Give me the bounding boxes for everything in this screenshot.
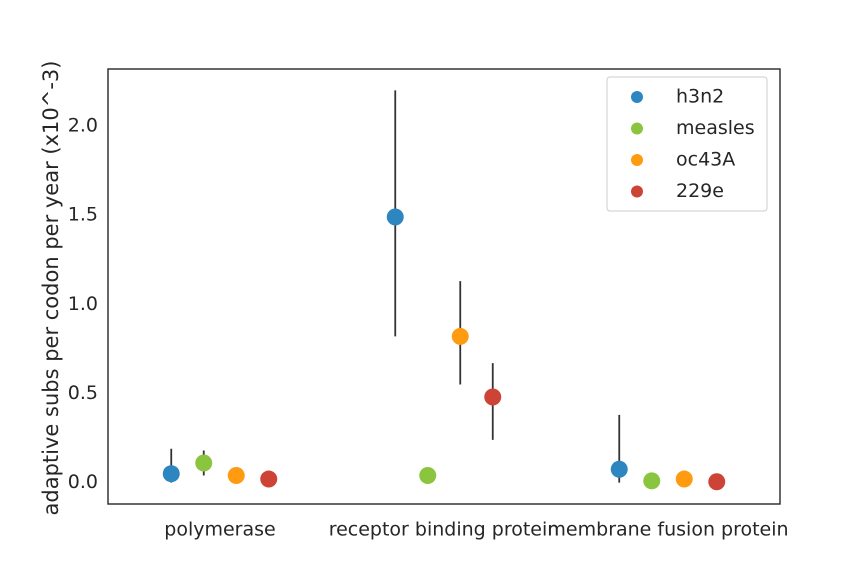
data-point — [484, 388, 502, 406]
legend-marker — [631, 185, 643, 198]
chart-marks — [162, 90, 726, 491]
data-point — [675, 470, 693, 488]
legend-marker — [631, 91, 643, 103]
x-tick-label: polymerase — [164, 519, 275, 541]
plot-frame — [107, 68, 781, 505]
data-point — [610, 460, 628, 478]
x-tick-label: receptor binding protein — [329, 519, 560, 541]
y-tick-label: 1.5 — [68, 204, 98, 226]
data-point — [451, 327, 469, 345]
legend: h3n2 measles oc43A 229e — [606, 76, 768, 212]
y-tick-label: 2.0 — [68, 115, 98, 137]
data-point — [708, 473, 726, 491]
legend-marker — [631, 122, 643, 135]
legend-label: measles — [676, 117, 755, 139]
legend-marker — [631, 154, 643, 166]
y-tick-label: 1.0 — [68, 293, 98, 315]
legend-label: h3n2 — [676, 86, 724, 108]
data-point — [227, 466, 245, 484]
data-point — [419, 466, 437, 484]
y-axis-ticks: 0.0 0.5 1.0 1.5 2.0 — [68, 115, 98, 494]
y-axis-label: adaptive subs per codon per year (x10^-3… — [39, 61, 63, 516]
data-point — [260, 470, 278, 488]
x-tick-label: membrane fusion protein — [547, 519, 788, 541]
y-tick-label: 0.0 — [68, 471, 98, 493]
data-point — [386, 208, 404, 226]
legend-label: 229e — [676, 180, 724, 202]
legend-box — [606, 76, 768, 212]
data-point — [195, 454, 213, 472]
legend-label: oc43A — [676, 149, 735, 171]
data-point — [162, 465, 180, 483]
series-oc43A — [227, 281, 693, 488]
series-h3n2 — [162, 90, 628, 483]
series-229e — [260, 363, 726, 491]
x-axis-ticks: polymerase receptor binding proteinmembra… — [164, 519, 788, 541]
data-point — [643, 472, 661, 490]
series-measles — [195, 450, 661, 490]
y-tick-label: 0.5 — [68, 382, 98, 404]
